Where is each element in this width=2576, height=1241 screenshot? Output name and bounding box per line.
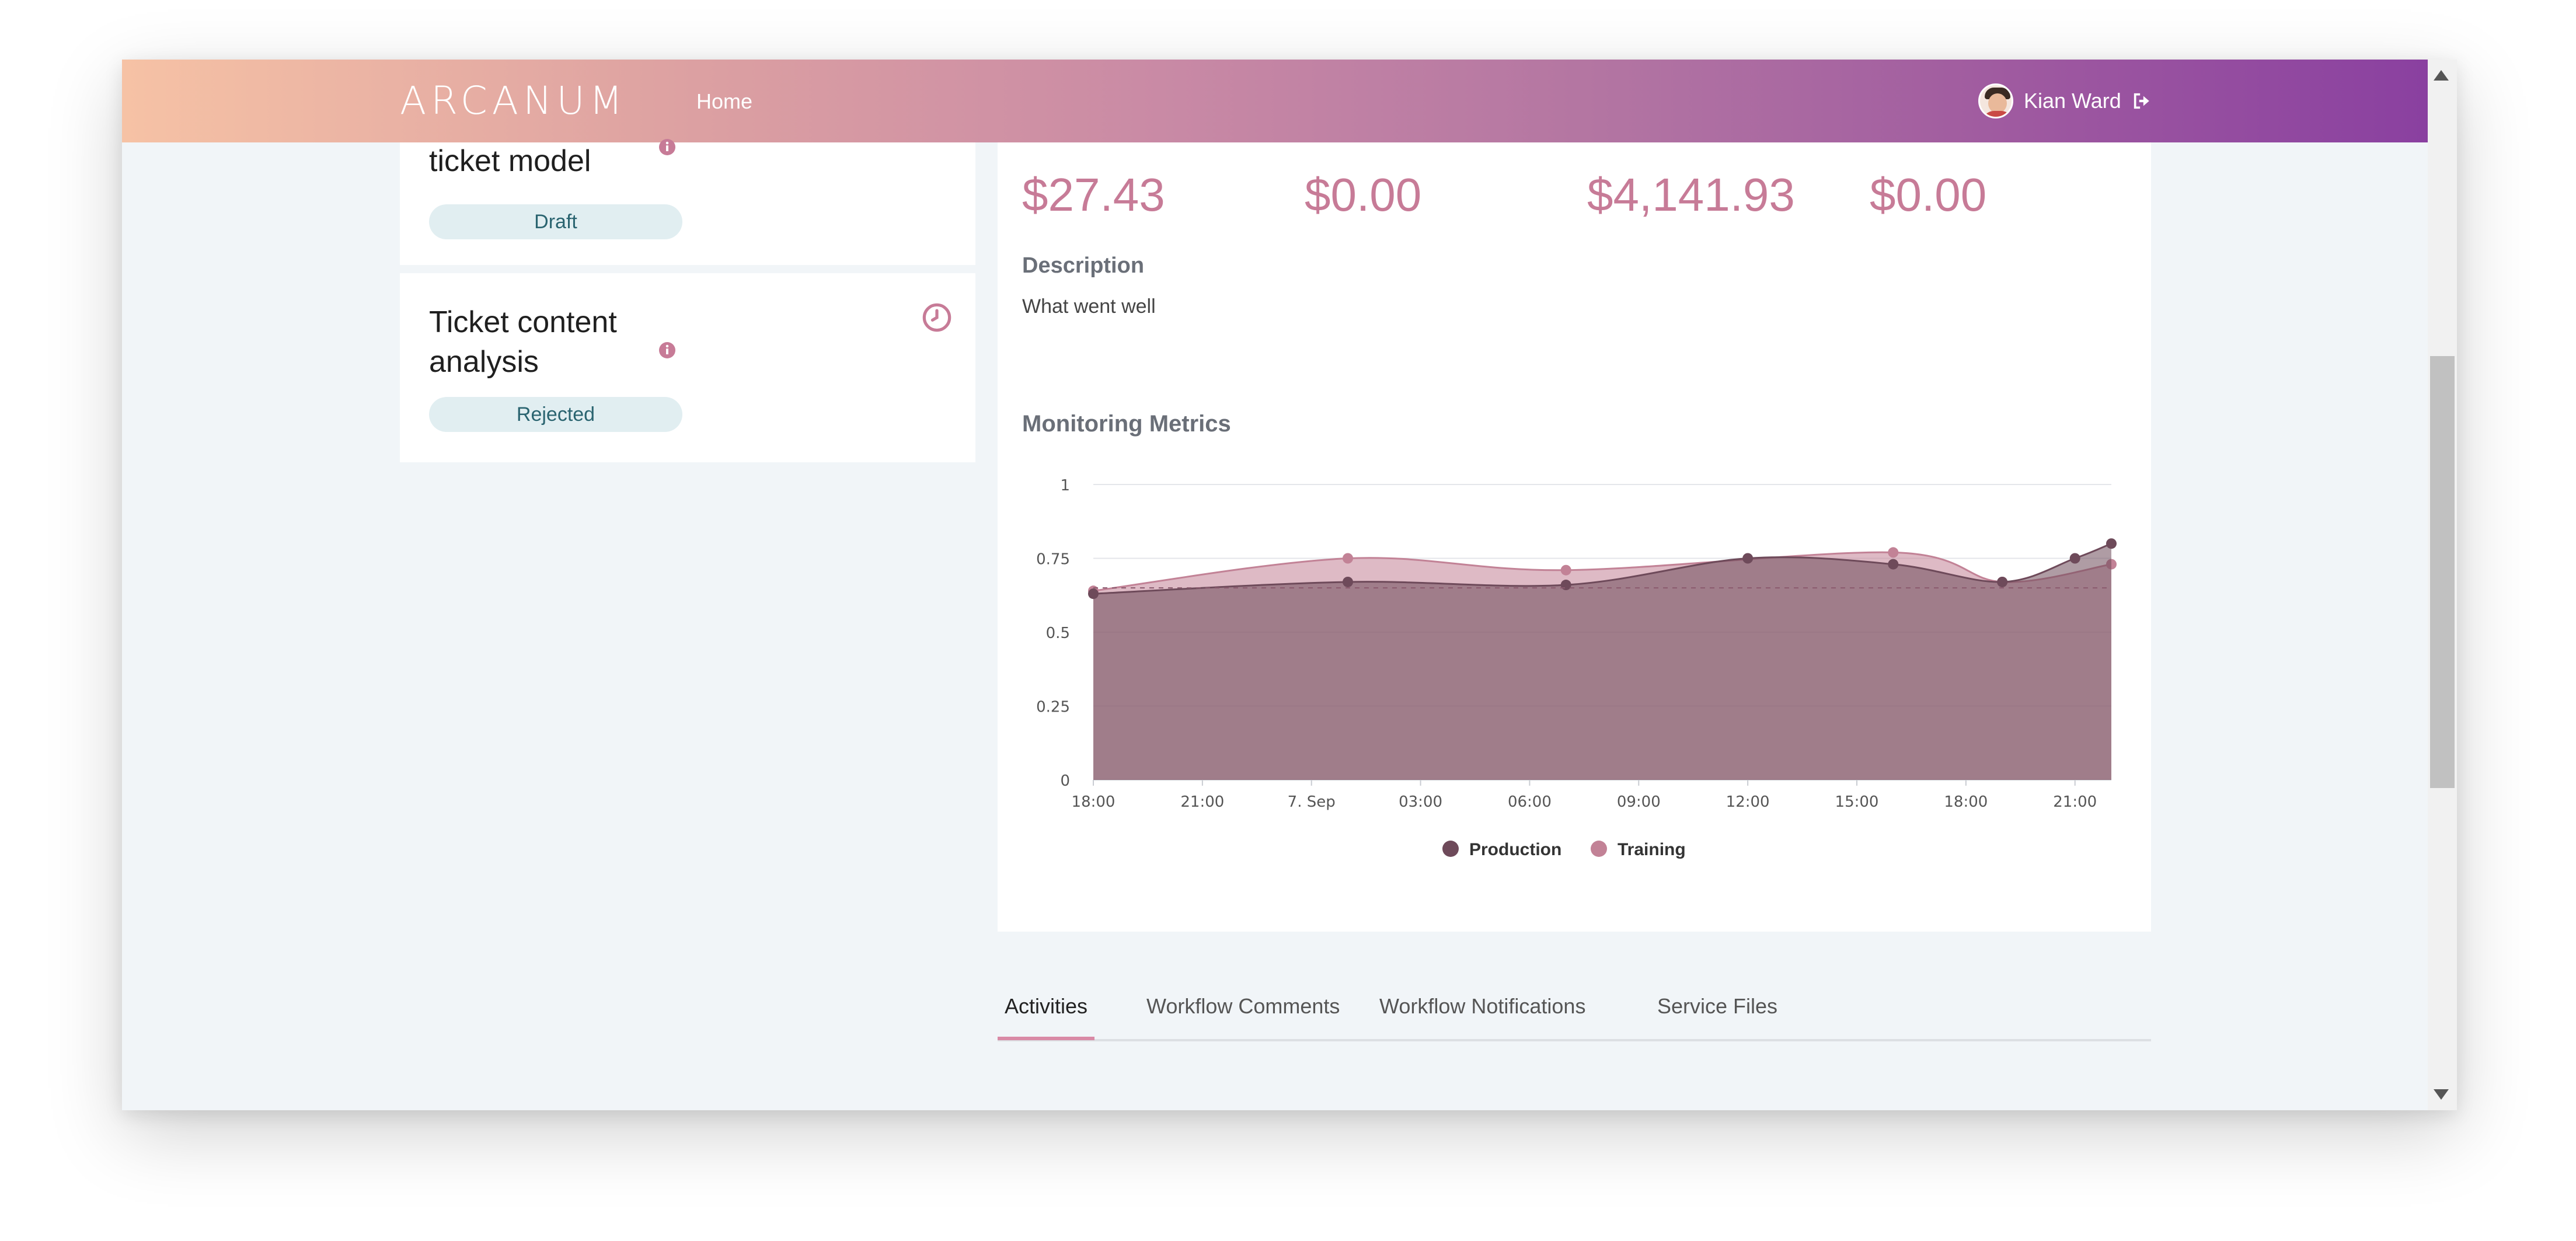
tab-activities[interactable]: Activities (1005, 994, 1088, 1018)
workflow-card-ticket-content-analysis[interactable]: Ticket content analysis Rejected (400, 273, 975, 462)
user-menu[interactable]: Kian Ward (1978, 81, 2152, 121)
monitoring-metrics-card: Monitoring Metrics 0 0.25 0.5 0.75 1 18:00 21:… (998, 383, 2151, 932)
scroll-up-arrow-icon[interactable] (2434, 70, 2449, 81)
description-label: Description (1022, 253, 1145, 278)
legend-marker-training (1591, 841, 1607, 857)
x-tick-label: 21:00 (1180, 793, 1224, 811)
card-title: ticket model (429, 144, 591, 178)
tab-bar: Activities Workflow Comments Workflow No… (998, 976, 2151, 1041)
x-tick-label: 09:00 (1617, 793, 1661, 811)
x-tick-label: 06:00 (1508, 793, 1552, 811)
card-title-line2: analysis (429, 345, 539, 379)
point-production (1088, 588, 1099, 599)
info-icon[interactable] (659, 342, 675, 358)
x-tick-label: 15:00 (1835, 793, 1879, 811)
clock-icon[interactable] (922, 302, 952, 333)
workflow-card-ticket-model[interactable]: ticket model Draft (400, 139, 975, 265)
line-production (1093, 542, 2112, 595)
description-text: What went well (1022, 295, 1156, 318)
tab-service-files[interactable]: Service Files (1657, 994, 1778, 1018)
app-window: ARCANUM Home Kian Ward ticket model Draf… (122, 60, 2457, 1110)
point-production (1742, 553, 1754, 564)
point-production (1343, 576, 1353, 587)
y-tick-label: 0 (1060, 772, 1070, 790)
vertical-scrollbar[interactable] (2428, 60, 2457, 1110)
x-tick-label: 21:00 (2053, 793, 2097, 811)
tab-workflow-notifications[interactable]: Workflow Notifications (1379, 994, 1586, 1018)
legend-marker-production (1442, 841, 1459, 857)
point-production (1888, 559, 1899, 570)
summary-card: $27.43 $0.00 $4,141.93 $0.00 Description… (998, 142, 2151, 411)
y-tick-label: 0.5 (1046, 625, 1070, 642)
x-tick-label: 18:00 (1072, 793, 1116, 811)
status-badge: Draft (429, 204, 682, 239)
app-logo[interactable]: ARCANUM (400, 78, 628, 123)
tab-workflow-comments[interactable]: Workflow Comments (1146, 994, 1340, 1018)
amount-value-4: $0.00 (1870, 169, 1987, 221)
point-training (1343, 553, 1353, 564)
top-navigation-bar: ARCANUM Home Kian Ward (122, 60, 2428, 142)
logout-icon[interactable] (2132, 91, 2152, 111)
x-tick-label: 03:00 (1399, 793, 1442, 811)
y-tick-label: 1 (1060, 477, 1070, 494)
amount-value-2: $0.00 (1305, 169, 1422, 221)
x-tick-label: 18:00 (1944, 793, 1988, 811)
amount-value-3: $4,141.93 (1587, 169, 1795, 221)
point-training (1888, 547, 1899, 558)
user-avatar[interactable] (1978, 83, 2013, 118)
point-production (1997, 576, 2008, 587)
info-icon[interactable] (659, 139, 675, 155)
card-title-line1: Ticket content (429, 305, 617, 339)
point-production (2069, 553, 2080, 564)
x-tick-label: 12:00 (1726, 793, 1770, 811)
legend-label-production: Production (1469, 840, 1561, 859)
scroll-down-arrow-icon[interactable] (2434, 1089, 2449, 1100)
active-tab-indicator (998, 1037, 1094, 1040)
amount-value-1: $27.43 (1022, 169, 1165, 221)
point-production (1560, 580, 1571, 591)
nav-home-link[interactable]: Home (696, 89, 753, 113)
monitoring-metrics-chart: 0 0.25 0.5 0.75 1 18:00 21:00 7. Sep 03:00 06:00 0… (1036, 477, 2117, 859)
y-tick-label: 0.75 (1036, 551, 1070, 569)
point-training (1560, 564, 1571, 576)
status-badge: Rejected (429, 397, 682, 432)
scrollbar-thumb[interactable] (2430, 356, 2455, 788)
x-tick-label: 7. Sep (1288, 793, 1336, 811)
user-name[interactable]: Kian Ward (2024, 89, 2121, 113)
area-production (1093, 543, 2111, 780)
legend-label-training: Training (1618, 840, 1686, 859)
chart-title: Monitoring Metrics (1022, 411, 1231, 437)
point-production (2106, 538, 2117, 549)
y-tick-label: 0.25 (1036, 699, 1070, 716)
